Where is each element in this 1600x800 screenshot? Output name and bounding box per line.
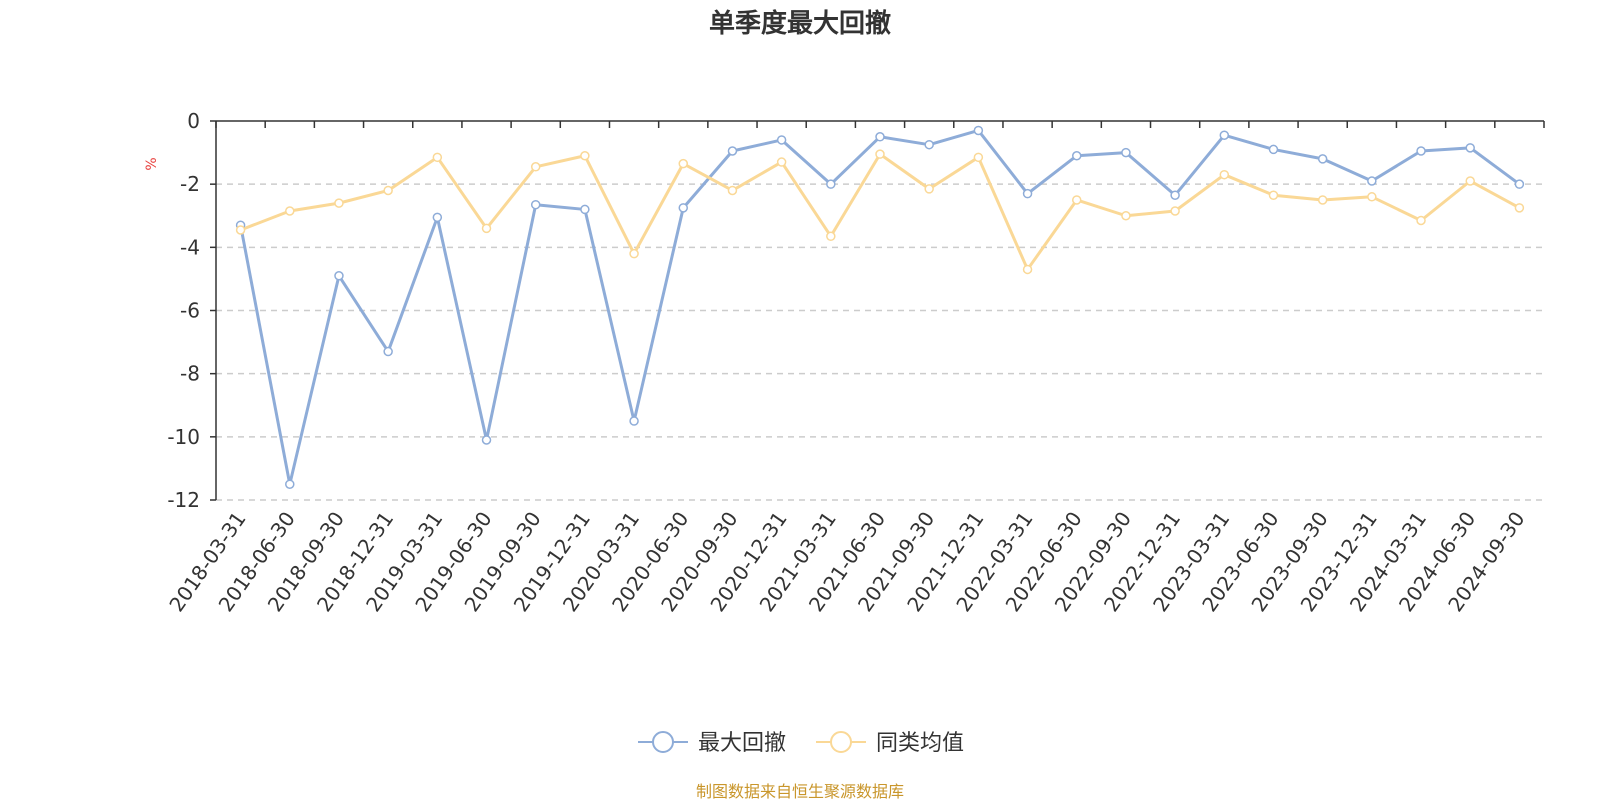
grid-lines xyxy=(216,183,1544,501)
data-point-series-0 xyxy=(1268,144,1279,155)
data-point-series-1 xyxy=(235,225,246,235)
legend-circle-icon xyxy=(830,731,852,753)
data-point-series-1 xyxy=(629,248,639,259)
y-tick-label: -2 xyxy=(180,172,200,196)
data-point-series-1 xyxy=(1121,211,1131,221)
data-point-series-1 xyxy=(776,157,787,167)
data-point-series-1 xyxy=(580,150,590,161)
data-point-series-1 xyxy=(1514,203,1525,213)
y-axis-unit: % xyxy=(144,157,160,170)
data-point-series-0 xyxy=(1416,146,1426,156)
data-point-series-0 xyxy=(334,271,344,281)
data-point-series-1 xyxy=(875,149,885,159)
data-point-series-1 xyxy=(1268,190,1279,200)
data-point-series-1 xyxy=(530,162,541,172)
legend-item-max-drawdown[interactable]: 最大回撤 xyxy=(638,731,786,756)
data-point-series-0 xyxy=(1317,154,1328,164)
y-tick-label: -4 xyxy=(180,235,200,259)
y-tick-label: -6 xyxy=(180,299,200,323)
data-point-series-0 xyxy=(432,212,443,223)
data-point-series-0 xyxy=(776,135,787,145)
data-point-series-0 xyxy=(924,139,934,150)
data-point-series-1 xyxy=(1022,264,1033,275)
data-point-series-1 xyxy=(1071,195,1082,205)
data-point-series-1 xyxy=(1219,169,1230,180)
data-point-series-1 xyxy=(826,231,836,242)
legend-circle-icon xyxy=(652,731,674,753)
x-tick-labels: 2018-03-312018-06-302018-09-302018-12-31… xyxy=(164,507,1529,616)
data-point-series-1 xyxy=(481,223,492,234)
data-point-series-0 xyxy=(530,199,541,210)
data-point-series-1 xyxy=(285,206,295,216)
data-point-series-0 xyxy=(1514,179,1525,189)
data-point-series-0 xyxy=(727,146,738,156)
data-point-series-0 xyxy=(678,203,689,213)
data-point-series-0 xyxy=(1022,188,1033,199)
data-point-series-0 xyxy=(1367,176,1377,186)
data-point-series-1 xyxy=(1367,192,1377,202)
data-point-series-0 xyxy=(826,179,836,189)
y-tick-label: -12 xyxy=(167,488,200,512)
chart-title: 单季度最大回撤 xyxy=(709,8,891,39)
y-tick-label: -10 xyxy=(167,425,200,449)
data-point-series-1 xyxy=(383,185,393,196)
legend-item-peer-average[interactable]: 同类均值 xyxy=(816,731,964,756)
data-point-series-1 xyxy=(432,152,443,163)
data-point-series-1 xyxy=(973,152,984,163)
data-point-series-1 xyxy=(678,158,689,169)
data-point-series-0 xyxy=(383,346,393,357)
data-point-series-0 xyxy=(1219,130,1230,140)
data-point-series-0 xyxy=(481,435,492,445)
data-point-series-0 xyxy=(285,479,295,489)
series-line-1 xyxy=(240,152,1521,271)
data-point-series-1 xyxy=(1465,176,1475,186)
y-tick-labels: 0 -2 -4 -6 -8 -10 -12 xyxy=(167,109,200,512)
data-point-series-0 xyxy=(1170,190,1180,200)
source-note: 制图数据来自恒生聚源数据库 xyxy=(696,782,904,800)
data-point-series-0 xyxy=(1465,143,1475,153)
data-point-series-0 xyxy=(629,416,639,426)
data-point-series-1 xyxy=(1170,206,1180,216)
data-point-series-0 xyxy=(875,132,885,142)
legend-label: 最大回撤 xyxy=(698,731,786,756)
y-tick-label: -8 xyxy=(180,362,200,386)
data-point-series-1 xyxy=(1416,215,1426,226)
data-point-series-1 xyxy=(334,198,344,208)
data-point-series-1 xyxy=(924,184,934,194)
y-tick-label: 0 xyxy=(187,109,200,133)
data-point-series-0 xyxy=(580,204,590,215)
legend-label: 同类均值 xyxy=(876,731,964,756)
legend: 最大回撤 同类均值 xyxy=(638,731,964,756)
series-points xyxy=(235,125,1525,489)
data-point-series-1 xyxy=(727,185,738,196)
data-point-series-1 xyxy=(1317,195,1328,205)
data-point-series-0 xyxy=(973,125,984,136)
data-point-series-0 xyxy=(1071,150,1082,161)
data-point-series-0 xyxy=(1121,147,1131,158)
axes xyxy=(210,120,1545,501)
